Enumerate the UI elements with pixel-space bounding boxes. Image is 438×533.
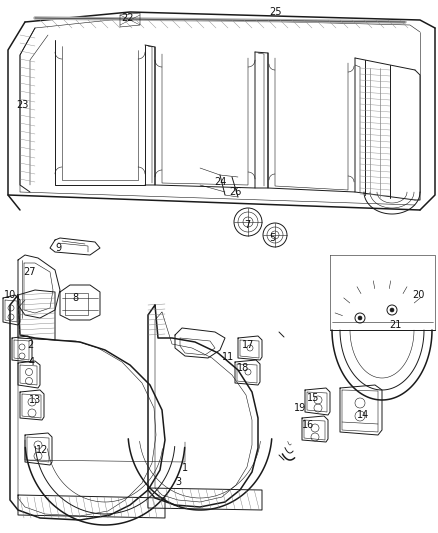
Text: 13: 13 [29,395,41,405]
Text: 27: 27 [24,267,36,277]
Text: 4: 4 [29,357,35,367]
Text: 22: 22 [122,13,134,23]
Text: 7: 7 [244,220,250,230]
Text: 10: 10 [4,290,16,300]
Text: 16: 16 [302,420,314,430]
Text: 23: 23 [16,100,28,110]
Text: 1: 1 [182,463,188,473]
Text: 11: 11 [222,352,234,362]
Text: 26: 26 [229,187,241,197]
Text: 19: 19 [294,403,306,413]
Text: 14: 14 [357,410,369,420]
Text: 15: 15 [307,393,319,403]
Text: 12: 12 [36,445,48,455]
Text: 2: 2 [27,340,33,350]
Text: 17: 17 [242,340,254,350]
Text: 3: 3 [175,477,181,487]
Circle shape [390,308,394,312]
Text: 5: 5 [269,233,275,243]
Text: 24: 24 [214,177,226,187]
Text: 25: 25 [269,7,281,17]
Text: 8: 8 [72,293,78,303]
Text: 21: 21 [389,320,401,330]
Text: 9: 9 [55,243,61,253]
Text: 20: 20 [412,290,424,300]
Text: 18: 18 [237,363,249,373]
Circle shape [358,316,362,320]
